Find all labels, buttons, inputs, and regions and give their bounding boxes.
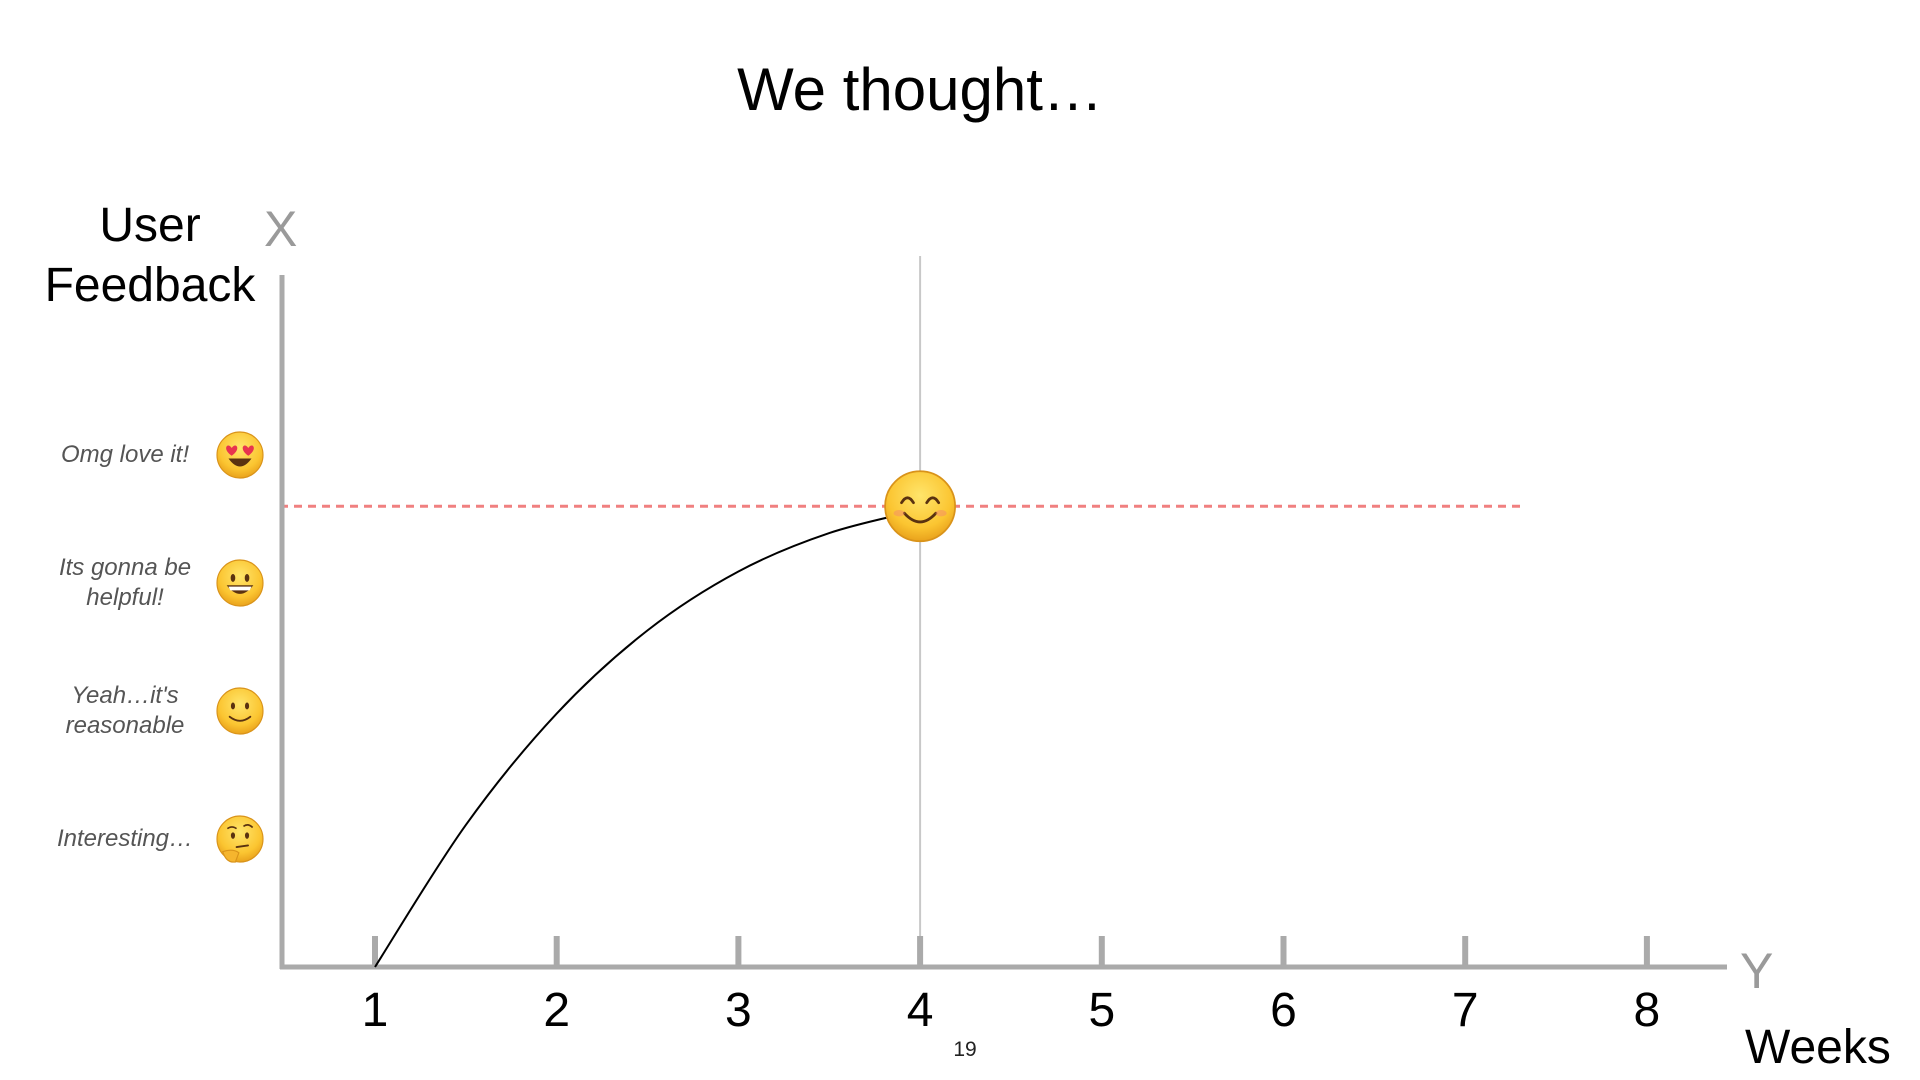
- x-axis-title: Weeks: [1745, 1021, 1891, 1074]
- y-level-label-1: Interesting…: [56, 825, 194, 852]
- slightly-smiling-face-icon: [216, 687, 264, 735]
- x-tick-label-4: 4: [906, 984, 934, 1037]
- x-tick-label-3: 3: [725, 984, 752, 1037]
- horizontal-axis-letter: Y: [1740, 943, 1774, 999]
- x-tick-label-2: 2: [543, 984, 571, 1037]
- y-level-label-3: Its gonna be helpful!: [58, 554, 192, 611]
- feedback-curve: [374, 509, 921, 968]
- vertical-axis-letter: X: [264, 201, 298, 257]
- x-tick-label-6: 6: [1270, 984, 1297, 1037]
- thinking-face-icon: [216, 815, 264, 863]
- x-tick-label-8: 8: [1633, 984, 1661, 1037]
- grinning-face-icon: [216, 559, 264, 607]
- page-number: 19: [953, 1038, 977, 1061]
- slide-title: We thought…: [737, 56, 1103, 123]
- x-tick-label-5: 5: [1088, 984, 1116, 1037]
- heart-eyes-face-icon: [216, 431, 264, 479]
- y-level-label-2: Yeah…it's reasonable: [65, 682, 185, 739]
- y-axis-title: User Feedback: [44, 199, 256, 312]
- x-tick-label-1: 1: [361, 984, 389, 1037]
- x-tick-label-7: 7: [1451, 984, 1479, 1037]
- smiling-face-icon: [884, 470, 956, 543]
- y-level-label-4: Omg love it!: [60, 441, 190, 468]
